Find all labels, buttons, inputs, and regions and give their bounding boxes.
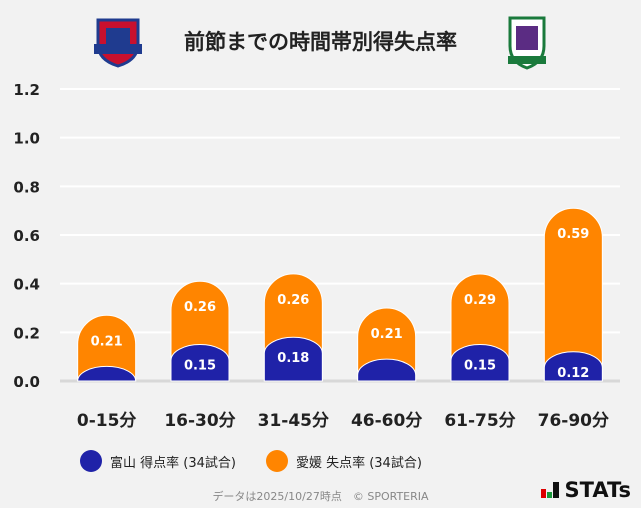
x-tick-label: 0-15分 — [77, 411, 137, 431]
legend-swatch — [265, 450, 288, 472]
y-tick-label: 1.2 — [13, 81, 40, 99]
y-tick-label: 0.6 — [13, 227, 40, 245]
x-tick-label: 31-45分 — [258, 411, 329, 431]
data-label-ehime: 0.29 — [464, 293, 496, 308]
data-label-ehime: 0.21 — [371, 327, 403, 342]
legend-item-ehime: 愛媛 失点率 (34試合) — [265, 450, 422, 472]
bar-toyama — [77, 365, 137, 382]
data-label-ehime: 0.26 — [277, 293, 309, 308]
away-team-logo — [508, 16, 546, 70]
bar-ehime — [77, 314, 137, 382]
chart-title: 前節までの時間帯別得失点率 — [184, 30, 457, 54]
y-tick-label: 0.8 — [13, 178, 40, 196]
data-label-toyama: 0.18 — [277, 351, 309, 366]
y-tick-label: 0.0 — [13, 373, 40, 391]
x-tick-label: 16-30分 — [164, 411, 235, 431]
bar-toyama — [170, 344, 230, 382]
y-tick-label: 0.2 — [13, 324, 40, 342]
home-team-logo — [94, 18, 142, 68]
brand-label: STATs — [564, 478, 631, 502]
legend-label: 愛媛 失点率 (34試合) — [295, 455, 422, 471]
legend: 富山 得点率 (34試合) 愛媛 失点率 (34試合) — [80, 450, 422, 472]
stats-brand: STATs — [540, 478, 631, 502]
legend-item-toyama: 富山 得点率 (34試合) — [80, 450, 236, 472]
x-tick-label: 61-75分 — [444, 411, 515, 431]
y-tick-label: 1.0 — [13, 130, 40, 148]
bar-toyama — [357, 358, 417, 382]
bar-toyama — [263, 336, 323, 382]
bar-toyama — [543, 351, 603, 382]
footer-note: データは2025/10/27時点 © SPORTERIA — [212, 490, 429, 503]
bar-ehime — [543, 207, 603, 382]
data-label-ehime: 0.26 — [184, 300, 216, 315]
bar-chart: 0.0 0.2 0.4 0.6 0.8 1.0 1.2 0.21 0-15分 0.26 0.15 16… — [13, 81, 620, 431]
legend-label: 富山 得点率 (34試合) — [110, 455, 236, 471]
data-label-ehime: 0.21 — [91, 334, 123, 349]
bar-toyama — [450, 344, 510, 382]
data-label-ehime: 0.59 — [557, 227, 589, 242]
data-label-toyama: 0.15 — [184, 359, 216, 374]
x-tick-label: 46-60分 — [351, 411, 422, 431]
stats-logo-icon — [540, 482, 559, 498]
x-tick-label: 76-90分 — [538, 411, 609, 431]
legend-swatch — [80, 450, 102, 472]
y-tick-label: 0.4 — [13, 276, 40, 294]
data-label-toyama: 0.15 — [464, 359, 496, 374]
data-label-toyama: 0.12 — [557, 366, 589, 381]
